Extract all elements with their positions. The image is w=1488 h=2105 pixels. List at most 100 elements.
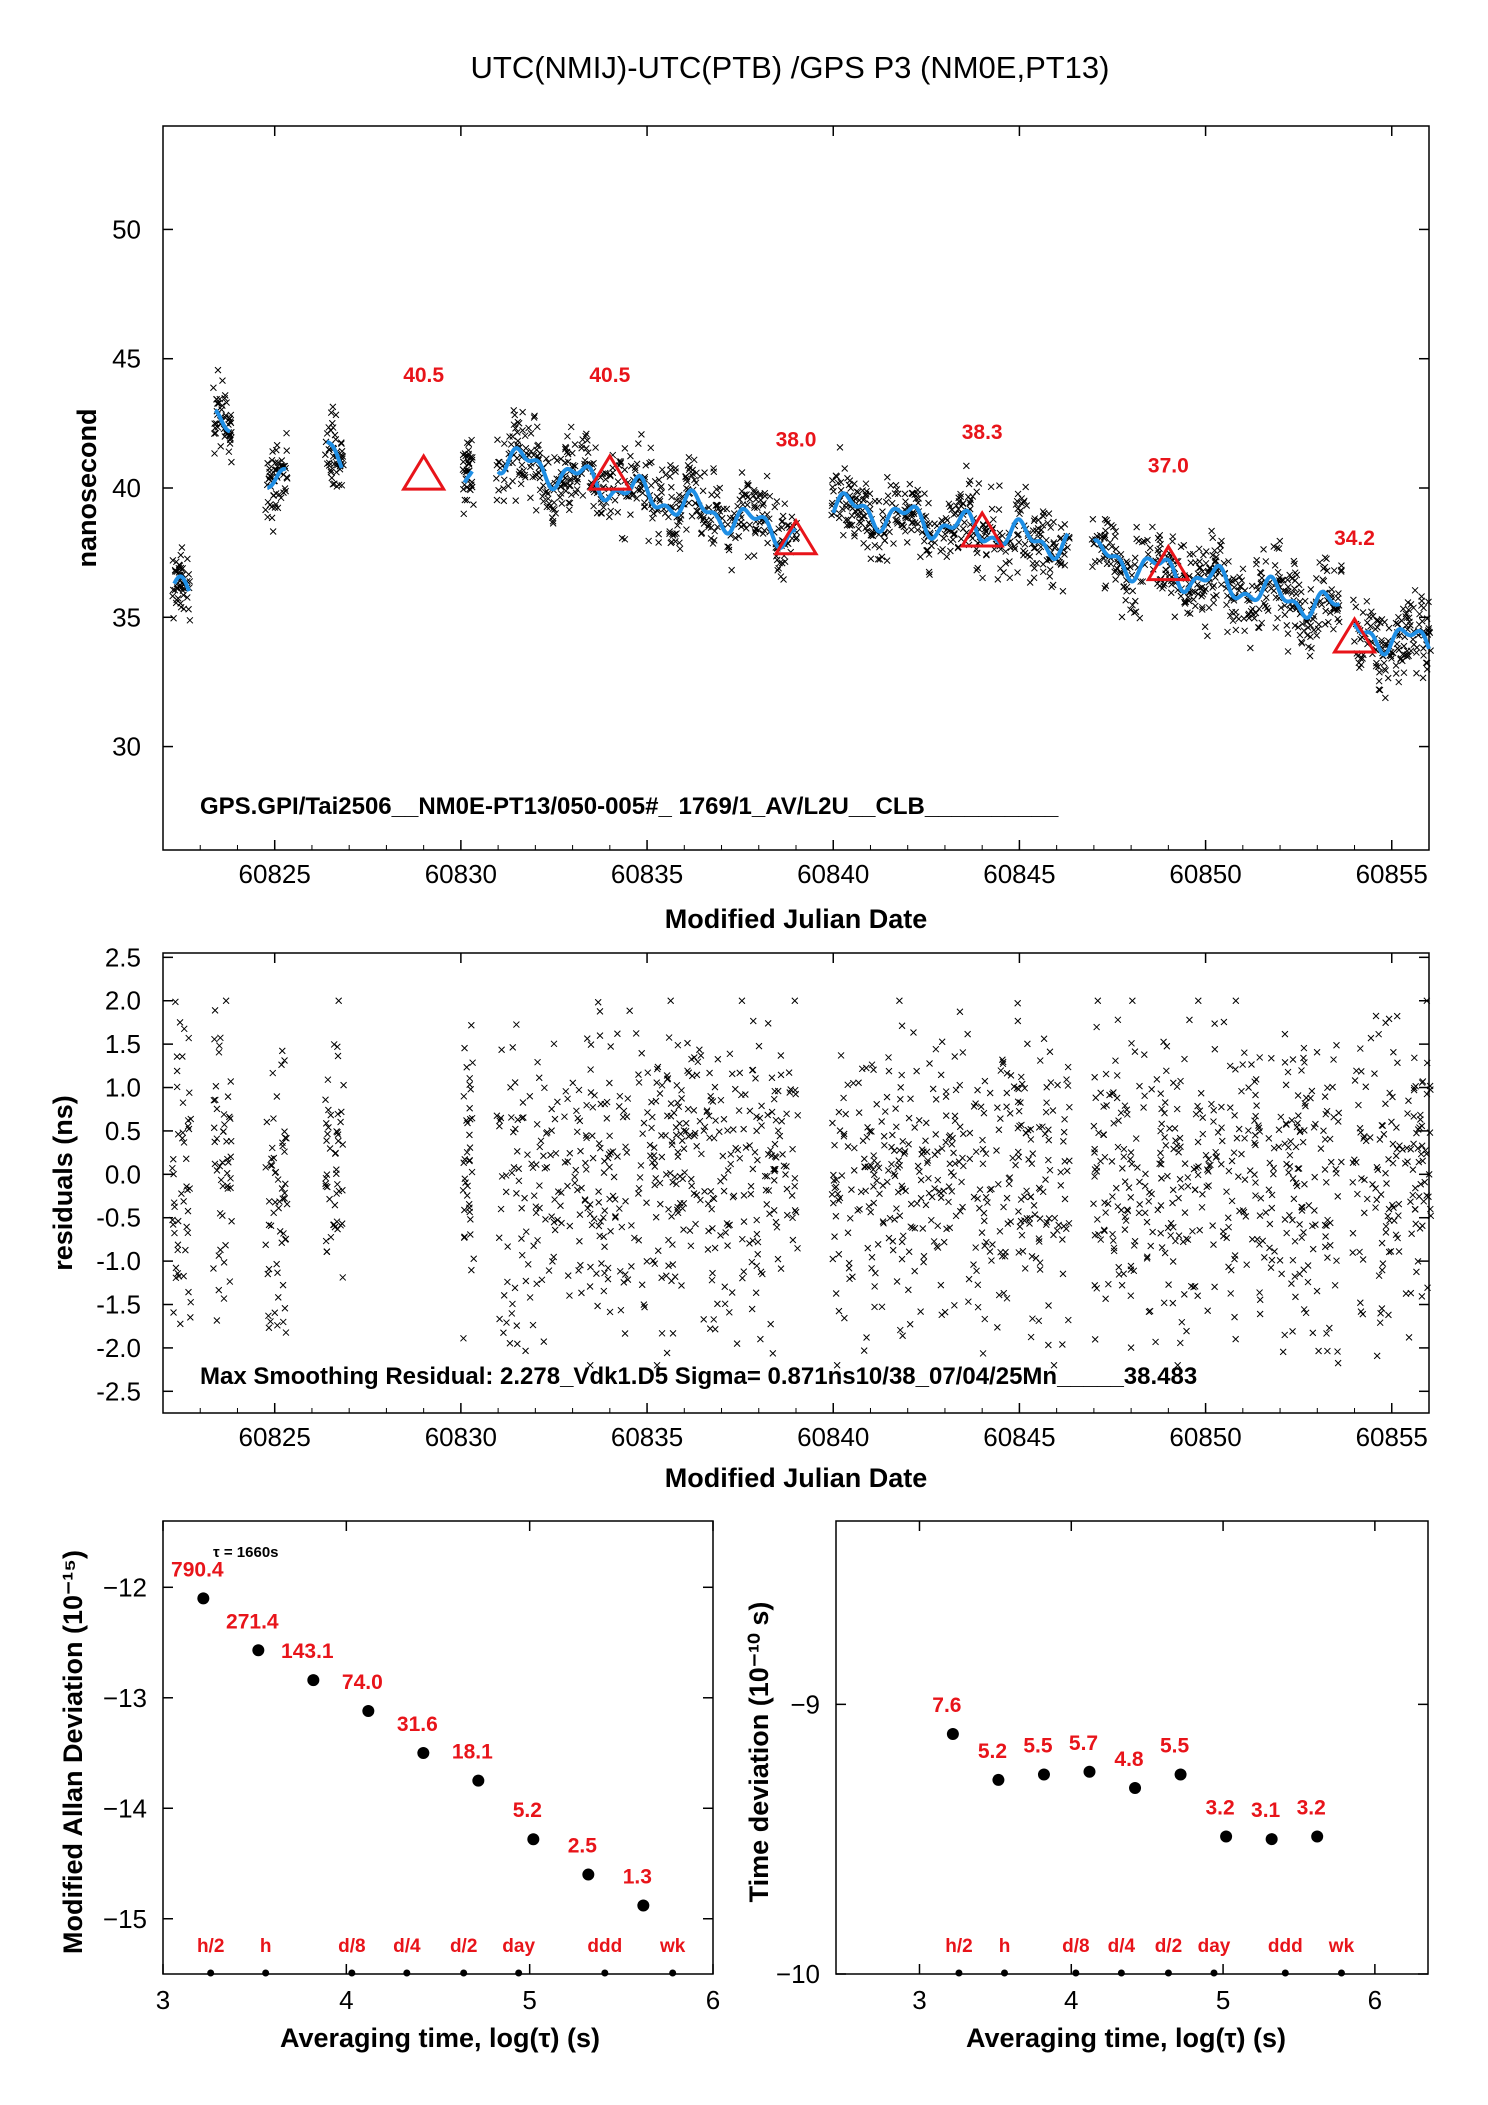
residual-point: [1143, 1218, 1151, 1226]
residual-point: [940, 1187, 947, 1195]
residual-point: [1141, 1182, 1149, 1190]
data-point: [1238, 577, 1246, 584]
residual-point: [1127, 1344, 1135, 1352]
data-point: [467, 453, 474, 461]
data-point: [948, 506, 956, 514]
residual-point: [1354, 1190, 1361, 1198]
residual-point: [1281, 1216, 1289, 1223]
data-point: [1181, 600, 1189, 607]
residual-point: [1356, 1248, 1363, 1256]
data-point: [667, 466, 674, 474]
residual-point: [979, 1160, 987, 1168]
residual-point: [596, 1032, 604, 1040]
data-point: [1257, 569, 1265, 577]
residual-point: [606, 1308, 614, 1316]
data-point: [1423, 659, 1431, 667]
residual-point: [767, 1146, 774, 1154]
residual-point: [551, 1196, 559, 1203]
tdev-xlabel: Averaging time, log(τ) (s): [966, 2023, 1286, 2053]
residual-point: [340, 1081, 347, 1089]
residual-point: [269, 1069, 277, 1077]
deviation-label: 1.3: [623, 1865, 652, 1888]
data-point: [1275, 545, 1283, 552]
residual-point: [638, 1049, 646, 1057]
residual-point: [1232, 1335, 1240, 1343]
residual-point: [1120, 1153, 1128, 1161]
data-point: [945, 500, 953, 508]
residual-point: [835, 1307, 843, 1315]
data-point: [1146, 544, 1154, 552]
residual-point: [993, 1323, 1001, 1331]
data-point: [1318, 601, 1326, 608]
residual-point: [577, 1147, 584, 1155]
residual-point: [1211, 1283, 1218, 1291]
data-point: [338, 481, 346, 489]
residual-point: [1268, 1204, 1276, 1212]
data-point: [1418, 597, 1426, 605]
residual-point: [1253, 1102, 1260, 1109]
data-point: [1298, 639, 1306, 647]
data-point: [773, 498, 781, 505]
residual-point: [1177, 1183, 1185, 1191]
residual-point: [332, 1170, 340, 1178]
residual-point: [894, 1188, 902, 1196]
residual-point: [228, 1217, 235, 1225]
residual-point: [1197, 1089, 1205, 1097]
residual-point: [652, 1213, 660, 1221]
data-point: [832, 472, 840, 480]
residual-point: [1349, 1229, 1357, 1237]
residual-point: [1243, 1261, 1251, 1269]
data-point: [705, 523, 712, 531]
data-point: [651, 478, 659, 485]
residual-point: [997, 1248, 1004, 1256]
residual-point: [1157, 1090, 1165, 1097]
data-point: [549, 505, 557, 513]
residual-point: [777, 1265, 785, 1273]
data-point: [1399, 605, 1407, 613]
data-point: [536, 486, 544, 494]
y-tick-label: −12: [103, 1572, 147, 1602]
data-point: [562, 443, 569, 451]
data-point: [1323, 567, 1331, 575]
data-point: [697, 530, 705, 538]
residual-point: [459, 1186, 467, 1194]
data-point: [910, 510, 918, 518]
data-point: [217, 443, 225, 450]
residual-point: [1427, 1212, 1435, 1220]
residual-point: [647, 1152, 654, 1160]
residual-point: [1313, 1048, 1321, 1056]
residual-point: [510, 1164, 518, 1171]
data-point: [842, 516, 850, 524]
residual-point: [654, 1247, 662, 1255]
residual-point: [1382, 1229, 1390, 1236]
data-point: [621, 535, 629, 543]
data-point: [1046, 566, 1054, 573]
data-point: [951, 530, 958, 537]
residual-point: [1148, 1085, 1156, 1093]
data-point: [892, 481, 900, 489]
residual-point: [1413, 1129, 1420, 1137]
residual-point: [1190, 1165, 1198, 1173]
residual-point: [899, 1332, 906, 1340]
residual-point: [704, 1200, 712, 1208]
residual-point: [631, 1234, 638, 1242]
residual-point: [1061, 1115, 1068, 1123]
residual-point: [1142, 1170, 1149, 1178]
residual-point: [1399, 1146, 1406, 1153]
data-point: [851, 480, 858, 488]
residual-point: [997, 1115, 1004, 1123]
residual-point: [541, 1084, 548, 1092]
residual-point: [982, 1238, 990, 1246]
data-point: [634, 440, 642, 447]
residual-point: [673, 1180, 680, 1188]
residual-point: [327, 1111, 335, 1119]
residual-point: [658, 1132, 665, 1139]
y-tick-label: -2.5: [96, 1376, 141, 1406]
residual-point: [1349, 1249, 1357, 1256]
residual-point: [1055, 1221, 1063, 1229]
residual-point: [1246, 1167, 1254, 1174]
residual-point: [1411, 1184, 1419, 1192]
data-point: [1251, 614, 1258, 622]
scale-label: day: [1198, 1936, 1231, 1957]
data-point: [1385, 624, 1393, 632]
